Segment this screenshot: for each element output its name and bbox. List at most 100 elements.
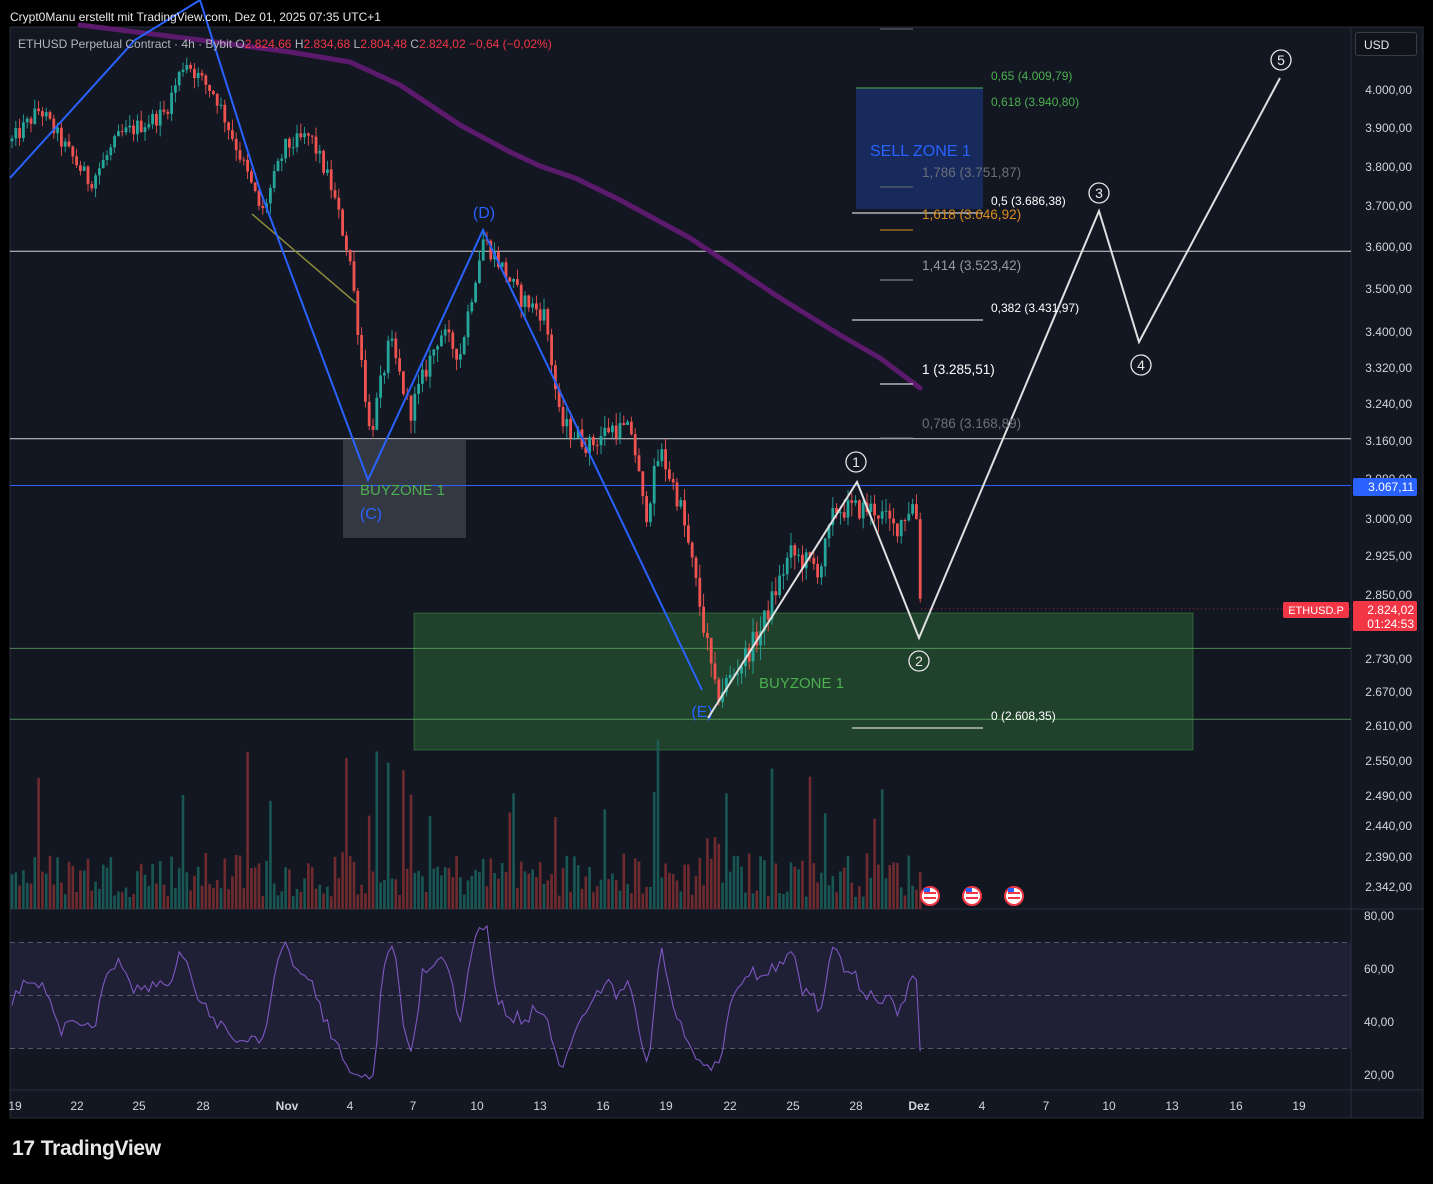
volume-bar-102	[398, 894, 401, 909]
candle-body-73	[288, 138, 291, 148]
volume-bar-201	[774, 863, 778, 909]
candle-body-49	[196, 72, 200, 79]
volume-bar-13	[60, 882, 63, 909]
candle-body-65	[257, 190, 261, 206]
volume-bar-83	[326, 886, 329, 909]
volume-bar-167	[645, 886, 648, 909]
candle-body-130	[504, 262, 508, 278]
us-flag-stripe-b-1	[966, 897, 978, 899]
volume-bar-22	[94, 881, 97, 909]
volume-bar-26	[109, 857, 113, 909]
volume-bar-197	[759, 856, 762, 909]
price-tick-7: 3.320,00	[1365, 361, 1412, 375]
volume-bar-162	[626, 884, 629, 909]
candle-body-140	[542, 309, 546, 321]
volume-bar-17	[75, 892, 78, 909]
candle-body-36	[147, 124, 151, 128]
volume-bar-207	[797, 869, 800, 909]
currency-button[interactable]: USD	[1355, 32, 1417, 56]
candle-body-159	[614, 425, 618, 439]
candle-body-68	[269, 187, 272, 204]
candle-body-70	[276, 160, 280, 172]
volume-bar-126	[489, 858, 493, 909]
time-tick-0: 19	[8, 1099, 22, 1113]
candle-body-45	[181, 69, 185, 72]
candle-body-209	[804, 552, 808, 569]
volume-bar-93	[364, 893, 367, 909]
candle-body-214	[823, 538, 827, 567]
volume-bar-148	[573, 856, 576, 909]
volume-bar-29	[120, 892, 124, 909]
candle-body-166	[641, 471, 645, 497]
price-tick-19: 2.440,00	[1365, 819, 1412, 833]
candle-body-168	[649, 503, 652, 523]
price-tick-13: 2.850,00	[1365, 588, 1412, 602]
volume-bar-34	[139, 863, 143, 909]
wave-label-1: 1	[852, 454, 860, 470]
volume-bar-199	[766, 895, 770, 909]
candle-body-76	[299, 133, 303, 138]
candle-body-211	[812, 557, 816, 564]
volume-bar-218	[839, 871, 842, 909]
candle-body-187	[721, 692, 724, 703]
time-tick-11: 22	[723, 1099, 737, 1113]
volume-bar-177	[683, 864, 686, 909]
candle-body-110	[428, 355, 432, 377]
candle-body-199	[766, 610, 770, 620]
us-flag-canton-0	[924, 888, 930, 892]
volume-bar-14	[63, 894, 67, 909]
candle-body-12	[56, 127, 59, 134]
candle-body-114	[443, 329, 447, 336]
price-tick-8: 3.240,00	[1365, 397, 1412, 411]
candle-body-238	[915, 504, 918, 520]
candle-body-149	[576, 429, 580, 438]
volume-bar-203	[782, 894, 785, 909]
candle-body-99	[386, 340, 390, 373]
candle-body-107	[417, 383, 420, 394]
volume-bar-236	[907, 855, 911, 909]
us-flag-stripe-a-1	[966, 892, 978, 894]
candle-body-171	[660, 449, 664, 462]
volume-bar-39	[158, 861, 162, 909]
blue-level-badge	[1353, 478, 1417, 496]
candle-body-186	[717, 679, 721, 703]
volume-bar-2	[18, 885, 21, 909]
candle-body-152	[588, 437, 591, 453]
candle-body-66	[261, 205, 265, 209]
candle-body-200	[770, 591, 774, 620]
us-flag-icon-2	[1004, 886, 1024, 906]
candle-body-213	[820, 566, 823, 578]
volume-bar-163	[630, 893, 633, 909]
candle-body-34	[139, 120, 143, 133]
volume-bar-12	[56, 857, 59, 909]
volume-bar-196	[755, 890, 759, 909]
time-tick-16: 7	[1043, 1099, 1050, 1113]
candle-body-178	[687, 525, 690, 543]
candle-body-31	[128, 125, 132, 128]
candle-body-146	[565, 419, 569, 427]
volume-bar-140	[542, 884, 546, 909]
candle-body-24	[101, 160, 105, 169]
volume-bar-53	[212, 887, 215, 909]
candle-body-41	[166, 111, 170, 114]
volume-bar-132	[512, 793, 515, 909]
legend-part-7: C	[410, 37, 419, 51]
time-tick-15: 4	[979, 1099, 986, 1113]
volume-bar-155	[599, 879, 603, 909]
candle-body-91	[356, 290, 360, 335]
volume-bar-59	[234, 854, 238, 909]
candle-body-29	[120, 131, 124, 133]
volume-bar-149	[576, 865, 580, 909]
candle-body-58	[231, 130, 234, 139]
candle-body-221	[850, 500, 854, 503]
volume-bar-220	[846, 855, 850, 909]
volume-bar-206	[793, 866, 797, 909]
volume-bar-114	[443, 867, 447, 909]
candle-body-212	[816, 563, 819, 578]
legend-part-6: 2.804,48	[360, 37, 410, 51]
volume-bar-198	[763, 860, 766, 909]
volume-bar-195	[751, 893, 755, 909]
candle-body-39	[158, 109, 162, 126]
candle-body-5	[29, 118, 33, 124]
